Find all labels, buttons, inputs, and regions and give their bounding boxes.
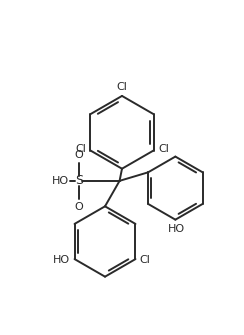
Text: Cl: Cl [75, 144, 86, 154]
Text: HO: HO [168, 224, 185, 234]
Text: HO: HO [51, 176, 69, 186]
Text: S: S [75, 174, 83, 187]
Text: Cl: Cl [140, 255, 151, 265]
Text: O: O [74, 150, 83, 160]
Text: Cl: Cl [158, 144, 169, 154]
Text: O: O [74, 202, 83, 212]
Text: Cl: Cl [117, 81, 127, 91]
Text: HO: HO [53, 255, 70, 265]
